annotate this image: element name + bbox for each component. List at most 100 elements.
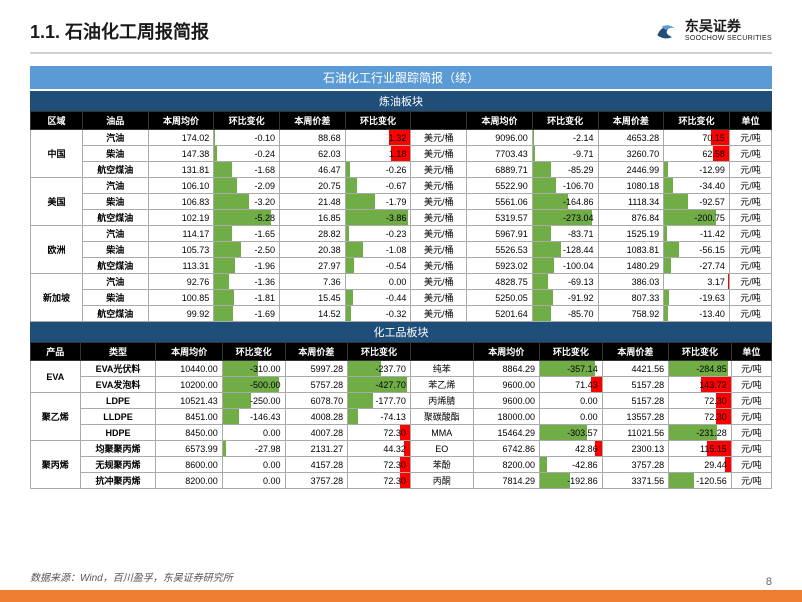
region-cell: 中国 bbox=[31, 130, 83, 178]
price-cell: 10200.00 bbox=[156, 377, 222, 393]
change-cell: -357.14 bbox=[540, 361, 603, 377]
change-cell: -0.67 bbox=[345, 178, 411, 194]
change-cell: -69.13 bbox=[532, 274, 598, 290]
change-cell: -91.92 bbox=[532, 290, 598, 306]
page-title: 1.1. 石油化工周报简报 bbox=[30, 18, 209, 44]
column-header: 本周均价 bbox=[148, 112, 214, 130]
region-cell: 美国 bbox=[31, 178, 83, 226]
change-cell: -2.14 bbox=[532, 130, 598, 146]
unit-cell: 元/吨 bbox=[729, 162, 771, 178]
column-header: 本周均价 bbox=[467, 112, 533, 130]
unit-cell: 元/吨 bbox=[731, 425, 771, 441]
spread-cell: 758.92 bbox=[598, 306, 664, 322]
column-header bbox=[410, 343, 473, 361]
price-cell: 100.85 bbox=[148, 290, 214, 306]
change-cell: -200.75 bbox=[664, 210, 730, 226]
unit-cell: 聚碳酸酯 bbox=[410, 409, 473, 425]
page-number: 8 bbox=[766, 576, 772, 588]
price-cell: 147.38 bbox=[148, 146, 214, 162]
price-cell: 7703.43 bbox=[467, 146, 533, 162]
data-table: 区域油品本周均价环比变化本周价差环比变化本周均价环比变化本周价差环比变化单位中国… bbox=[30, 111, 772, 322]
change-cell: -74.13 bbox=[348, 409, 411, 425]
spread-cell: 5757.28 bbox=[285, 377, 348, 393]
price-cell: 5319.57 bbox=[467, 210, 533, 226]
spread-cell: 3757.28 bbox=[602, 457, 668, 473]
change-cell: 72.30 bbox=[669, 409, 732, 425]
unit-cell: 美元/桶 bbox=[411, 178, 467, 194]
column-header: 本周价差 bbox=[602, 343, 668, 361]
column-header: 单位 bbox=[729, 112, 771, 130]
change-cell: -34.40 bbox=[664, 178, 730, 194]
spread-cell: 3260.70 bbox=[598, 146, 664, 162]
column-header: 本周价差 bbox=[285, 343, 348, 361]
change-cell: -146.43 bbox=[222, 409, 285, 425]
change-cell: 62.58 bbox=[664, 146, 730, 162]
unit-cell: 元/吨 bbox=[729, 242, 771, 258]
price-cell: 6742.86 bbox=[473, 441, 539, 457]
change-cell: -237.70 bbox=[348, 361, 411, 377]
unit-cell: 元/吨 bbox=[731, 473, 771, 489]
change-cell: 0.00 bbox=[540, 409, 603, 425]
spread-cell: 4421.56 bbox=[602, 361, 668, 377]
price-cell: 92.76 bbox=[148, 274, 214, 290]
spread-cell: 4008.28 bbox=[285, 409, 348, 425]
data-source: 数据来源：Wind，百川盈孚，东吴证券研究所 bbox=[30, 569, 233, 584]
unit-cell: 元/吨 bbox=[731, 409, 771, 425]
price-cell: 114.17 bbox=[148, 226, 214, 242]
price-cell: 113.31 bbox=[148, 258, 214, 274]
change-cell: -106.70 bbox=[532, 178, 598, 194]
price-cell: 131.81 bbox=[148, 162, 214, 178]
spread-cell: 4157.28 bbox=[285, 457, 348, 473]
change-cell: -1.96 bbox=[214, 258, 280, 274]
unit-cell: 丙烯腈 bbox=[410, 393, 473, 409]
change-cell: 72.30 bbox=[348, 457, 411, 473]
price-cell: 106.83 bbox=[148, 194, 214, 210]
product-cell: 均聚聚丙烯 bbox=[80, 441, 156, 457]
change-cell: -83.71 bbox=[532, 226, 598, 242]
unit-cell: 美元/桶 bbox=[411, 242, 467, 258]
product-cell: LDPE bbox=[80, 393, 156, 409]
spread-cell: 20.38 bbox=[280, 242, 346, 258]
table-row: 航空煤油99.92-1.6914.52-0.32美元/桶5201.64-85.7… bbox=[31, 306, 772, 322]
price-cell: 106.10 bbox=[148, 178, 214, 194]
column-header: 本周价差 bbox=[280, 112, 346, 130]
change-cell: -19.63 bbox=[664, 290, 730, 306]
price-cell: 4828.75 bbox=[467, 274, 533, 290]
product-cell: 柴油 bbox=[82, 290, 148, 306]
region-cell: 新加坡 bbox=[31, 274, 83, 322]
column-header: 产品 bbox=[31, 343, 81, 361]
spread-cell: 1083.81 bbox=[598, 242, 664, 258]
spread-cell: 1080.18 bbox=[598, 178, 664, 194]
product-cell: 航空煤油 bbox=[82, 210, 148, 226]
change-cell: -13.40 bbox=[664, 306, 730, 322]
region-cell: EVA bbox=[31, 361, 81, 393]
price-cell: 10440.00 bbox=[156, 361, 222, 377]
spread-cell: 5997.28 bbox=[285, 361, 348, 377]
unit-cell: 美元/桶 bbox=[411, 146, 467, 162]
product-cell: 汽油 bbox=[82, 226, 148, 242]
spread-cell: 27.97 bbox=[280, 258, 346, 274]
table-row: 柴油106.83-3.2021.48-1.79美元/桶5561.06-164.8… bbox=[31, 194, 772, 210]
table-row: EVA发泡料10200.00-500.005757.28-427.70苯乙烯96… bbox=[31, 377, 772, 393]
spread-cell: 4007.28 bbox=[285, 425, 348, 441]
price-cell: 5250.05 bbox=[467, 290, 533, 306]
spread-cell: 2300.13 bbox=[602, 441, 668, 457]
price-cell: 6573.99 bbox=[156, 441, 222, 457]
change-cell: -11.42 bbox=[664, 226, 730, 242]
price-cell: 105.73 bbox=[148, 242, 214, 258]
spread-cell: 1525.19 bbox=[598, 226, 664, 242]
price-cell: 9096.00 bbox=[467, 130, 533, 146]
price-cell: 8451.00 bbox=[156, 409, 222, 425]
table-row: 柴油100.85-1.8115.45-0.44美元/桶5250.05-91.92… bbox=[31, 290, 772, 306]
data-table: 产品类型本周均价环比变化本周价差环比变化本周均价环比变化本周价差环比变化单位EV… bbox=[30, 342, 772, 489]
footer-bar bbox=[0, 590, 802, 602]
change-cell: -1.68 bbox=[214, 162, 280, 178]
product-cell: 航空煤油 bbox=[82, 162, 148, 178]
change-cell: -0.44 bbox=[345, 290, 411, 306]
change-cell: -27.98 bbox=[222, 441, 285, 457]
unit-cell: 元/吨 bbox=[729, 306, 771, 322]
spread-cell: 2131.27 bbox=[285, 441, 348, 457]
product-cell: 无规聚丙烯 bbox=[80, 457, 156, 473]
table-row: EVAEVA光伏料10440.00-310.005997.28-237.70纯苯… bbox=[31, 361, 772, 377]
change-cell: 44.32 bbox=[348, 441, 411, 457]
